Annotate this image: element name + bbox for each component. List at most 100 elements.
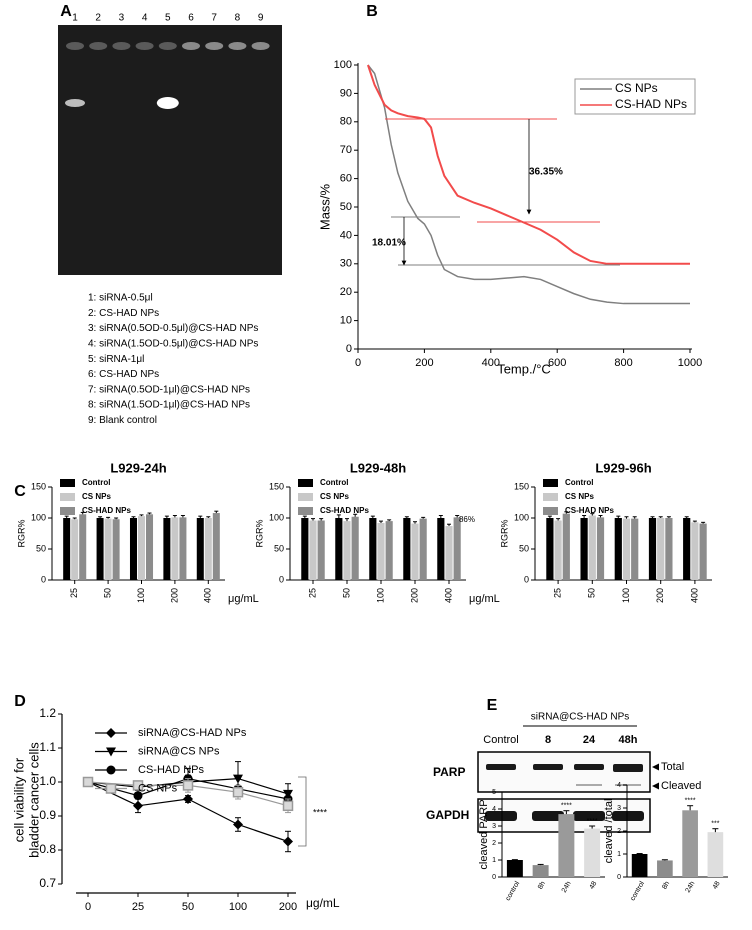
y-tick-label: 4 [492, 806, 496, 813]
y-axis-label: bladder cancer cells [26, 742, 41, 858]
y-tick-label: 150 [269, 481, 284, 491]
gel-well [112, 42, 131, 50]
lane-number: 8 [235, 13, 241, 24]
legend-label: CS-HAD NPs [615, 97, 687, 111]
data-point [183, 794, 193, 804]
gel-image [58, 25, 282, 275]
gel-well [205, 42, 224, 50]
legend-label: CS NPs [82, 492, 111, 501]
y-tick-label: 5 [492, 789, 496, 796]
gel-band [65, 99, 85, 107]
y-tick-label: 3 [617, 805, 621, 812]
y-tick-label: 60 [340, 173, 352, 185]
lane-number: 5 [165, 13, 171, 24]
y-tick-label: 0 [617, 874, 621, 881]
bar [171, 517, 179, 580]
x-tick-label: 48 [712, 880, 722, 890]
legend-label: CS NPs [615, 81, 658, 95]
bar [682, 810, 698, 877]
x-unit: μg/mL [469, 593, 500, 605]
legend-swatch [298, 493, 313, 501]
bar [546, 518, 554, 580]
lane-number: 3 [119, 13, 125, 24]
legend-label: Control [82, 478, 110, 487]
row-label: PARP [433, 765, 465, 779]
legend-label: Control [565, 478, 593, 487]
x-tick-label: 0 [355, 357, 361, 369]
bar [445, 526, 453, 580]
y-tick-label: 50 [340, 201, 352, 213]
annotation: 18.01% [372, 238, 406, 249]
legend-label: CS NPs [565, 492, 594, 501]
legend-swatch [60, 479, 75, 487]
y-tick-label: 100 [334, 59, 352, 71]
x-tick-label: 400 [203, 588, 213, 603]
legend-label: CS NPs [320, 492, 349, 501]
bar [309, 520, 317, 580]
x-tick-label: 400 [482, 357, 500, 369]
data-point [82, 776, 94, 788]
y-tick-label: 90 [340, 87, 352, 99]
bar [196, 518, 204, 580]
blot-band [532, 811, 564, 821]
x-tick-label: 100 [621, 588, 631, 603]
y-tick-label: 0.9 [39, 808, 56, 822]
band-arrow [652, 763, 659, 771]
bar [580, 518, 588, 580]
gel-well [182, 42, 200, 50]
legend-label: Control [320, 478, 348, 487]
significance-label: *** [711, 821, 719, 828]
x-tick-label: 25 [132, 901, 144, 913]
bar [369, 518, 377, 580]
gel-well [89, 42, 108, 50]
bar [385, 521, 393, 580]
legend-swatch [543, 493, 558, 501]
legend-item: 2: CS-HAD NPs [88, 308, 159, 319]
bar [648, 518, 657, 580]
bar [79, 514, 87, 580]
y-axis-label: RGR% [16, 519, 26, 547]
x-tick-label: 200 [415, 357, 433, 369]
x-tick-label: 400 [689, 588, 699, 603]
blot-band [486, 764, 516, 770]
y-tick-label: 20 [340, 286, 352, 298]
bar [631, 854, 648, 877]
x-unit: μg/mL [228, 593, 259, 605]
data-point [182, 780, 194, 791]
legend-swatch [298, 479, 313, 487]
panel-label: A [60, 3, 72, 20]
y-tick-label: 100 [514, 512, 529, 522]
bar [562, 513, 570, 580]
legend-item: 1: siRNA-0.5μl [88, 293, 153, 304]
legend-swatch [60, 493, 75, 501]
y-tick-label: 0 [41, 574, 46, 584]
y-tick-label: 0.8 [39, 842, 56, 856]
data-point [283, 836, 293, 847]
legend-swatch [543, 479, 558, 487]
y-tick-label: 3 [492, 823, 496, 830]
bar [104, 518, 112, 580]
bar [657, 860, 673, 877]
legend-marker [106, 747, 116, 757]
bar [351, 516, 359, 580]
bar [699, 523, 707, 580]
legend-item: 6: CS-HAD NPs [88, 369, 159, 380]
x-tick-label: 8h [661, 880, 671, 890]
y-tick-label: 50 [274, 543, 284, 553]
significance-label: **** [587, 818, 598, 825]
legend-label: CS-HAD NPs [138, 764, 205, 776]
gel-well [158, 42, 177, 50]
bar [614, 518, 622, 580]
x-tick-label: 8h [537, 880, 547, 890]
y-tick-label: 100 [31, 512, 46, 522]
x-tick-label: 0 [85, 901, 91, 913]
x-tick-label: 100 [229, 901, 247, 913]
lane-number: 4 [142, 13, 148, 24]
x-unit: μg/mL [306, 896, 340, 910]
y-tick-label: 1.2 [39, 706, 56, 720]
annotation: **** [313, 807, 328, 817]
data-point [132, 780, 144, 791]
band-arrow [652, 782, 659, 790]
legend-label: siRNA@CS NPs [138, 745, 220, 757]
bar [377, 522, 385, 580]
